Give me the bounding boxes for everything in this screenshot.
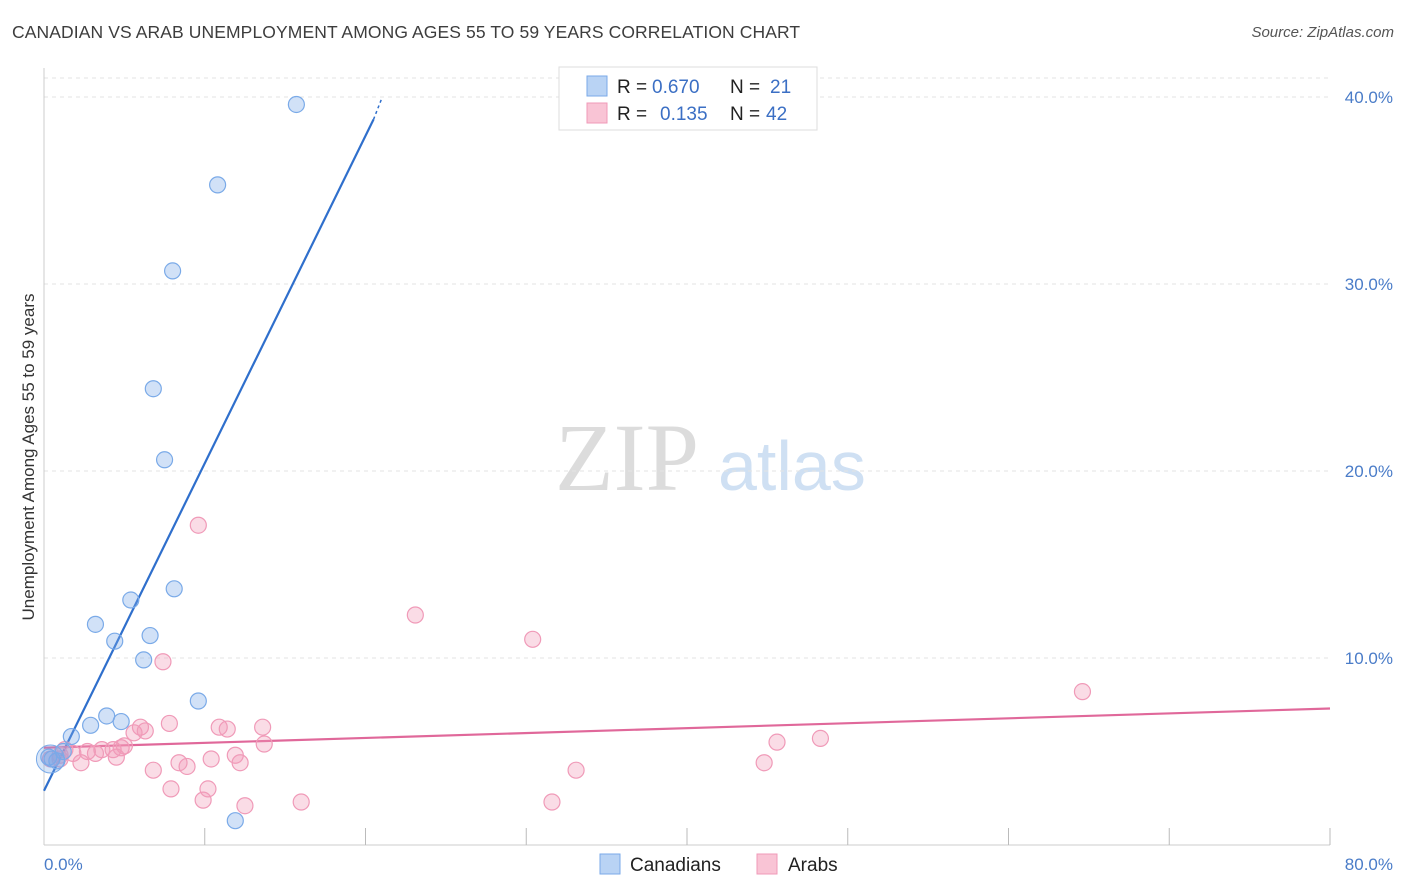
point-canadians <box>155 451 174 469</box>
legend-n-canadians: 21 <box>770 77 791 98</box>
y-tick-label: 30.0% <box>1345 275 1393 294</box>
legend-n-label-canadians: N = <box>730 77 760 98</box>
x-tick-label-max: 80.0% <box>1345 855 1393 874</box>
point-canadians <box>112 712 130 731</box>
point-canadians <box>226 812 244 830</box>
point-arabs <box>160 714 178 733</box>
legend-r-canadians: 0.670 <box>652 77 700 98</box>
point-canadians <box>189 692 207 710</box>
y-axis-label: Unemployment Among Ages 55 to 59 years <box>19 294 38 621</box>
point-canadians <box>144 380 162 398</box>
point-arabs <box>136 722 154 740</box>
point-canadians <box>62 727 80 746</box>
point-canadians <box>209 176 227 194</box>
axes <box>43 68 1331 846</box>
bottom-legend-arabs: Arabs <box>788 855 838 876</box>
point-arabs <box>162 780 180 798</box>
point-arabs <box>178 757 196 776</box>
point-arabs <box>768 733 786 751</box>
point-arabs <box>218 720 236 738</box>
legend-r-label-arabs: R = <box>617 104 647 125</box>
point-arabs <box>254 718 272 736</box>
trend-line-canadians-extension <box>372 98 383 120</box>
data-points <box>35 95 1092 830</box>
point-arabs <box>170 754 188 772</box>
point-arabs <box>154 653 172 671</box>
point-arabs <box>236 797 254 815</box>
bottom-legend-canadians: Canadians <box>630 855 721 876</box>
point-canadians <box>86 615 105 633</box>
y-tick-label: 20.0% <box>1345 462 1393 481</box>
legend-r-label-canadians: R = <box>617 77 647 98</box>
source-note: Source: ZipAtlas.com <box>1251 24 1394 41</box>
point-arabs <box>292 793 310 811</box>
point-arabs <box>524 630 542 648</box>
point-arabs <box>1073 683 1092 701</box>
bottom-legend: Canadians Arabs <box>599 853 838 876</box>
legend-n-arabs: 42 <box>766 104 787 125</box>
gridlines <box>44 77 1330 659</box>
point-canadians <box>141 626 159 645</box>
point-canadians <box>98 707 116 725</box>
trend-line-canadians <box>43 118 375 792</box>
point-canadians <box>43 750 61 768</box>
legend-swatch-canadians <box>586 75 608 97</box>
chart-title: CANADIAN VS ARAB UNEMPLOYMENT AMONG AGES… <box>12 22 801 42</box>
point-arabs <box>199 780 217 798</box>
legend-r-arabs: 0.135 <box>660 104 708 125</box>
bottom-legend-swatch-canadians <box>599 853 621 875</box>
point-arabs <box>194 791 212 809</box>
point-arabs <box>202 750 220 768</box>
point-canadians <box>122 591 140 609</box>
point-arabs <box>189 516 207 534</box>
point-arabs <box>755 754 773 772</box>
point-cluster-origin <box>35 744 65 774</box>
point-canadians <box>135 651 153 669</box>
point-canadians <box>106 632 124 650</box>
y-tick-label: 10.0% <box>1345 649 1393 668</box>
point-arabs <box>406 606 424 624</box>
watermark-atlas: atlas <box>718 427 866 505</box>
legend-swatch-arabs <box>586 102 608 124</box>
point-canadians <box>165 580 183 598</box>
point-arabs <box>144 761 162 779</box>
y-tick-label: 40.0% <box>1345 88 1393 107</box>
point-arabs <box>543 793 561 811</box>
point-arabs <box>567 761 585 779</box>
x-tick-label-min: 0.0% <box>44 855 83 874</box>
trend-line-arabs <box>43 707 1331 749</box>
point-arabs <box>811 729 830 748</box>
y-tick-labels: 10.0% 20.0% 30.0% 40.0% <box>1345 88 1393 668</box>
point-arabs <box>115 737 133 755</box>
point-arabs <box>231 754 249 772</box>
point-canadians <box>82 716 100 734</box>
legend-box: R = 0.670 N = 21 R = 0.135 N = 42 <box>558 66 818 131</box>
bottom-legend-swatch-arabs <box>756 853 778 875</box>
trend-lines <box>43 98 1331 792</box>
point-canadians <box>164 262 182 280</box>
point-canadians <box>287 95 305 114</box>
point-arabs <box>255 735 273 753</box>
watermark-zip: ZIP <box>555 404 699 511</box>
legend-n-label-arabs: N = <box>730 104 760 125</box>
